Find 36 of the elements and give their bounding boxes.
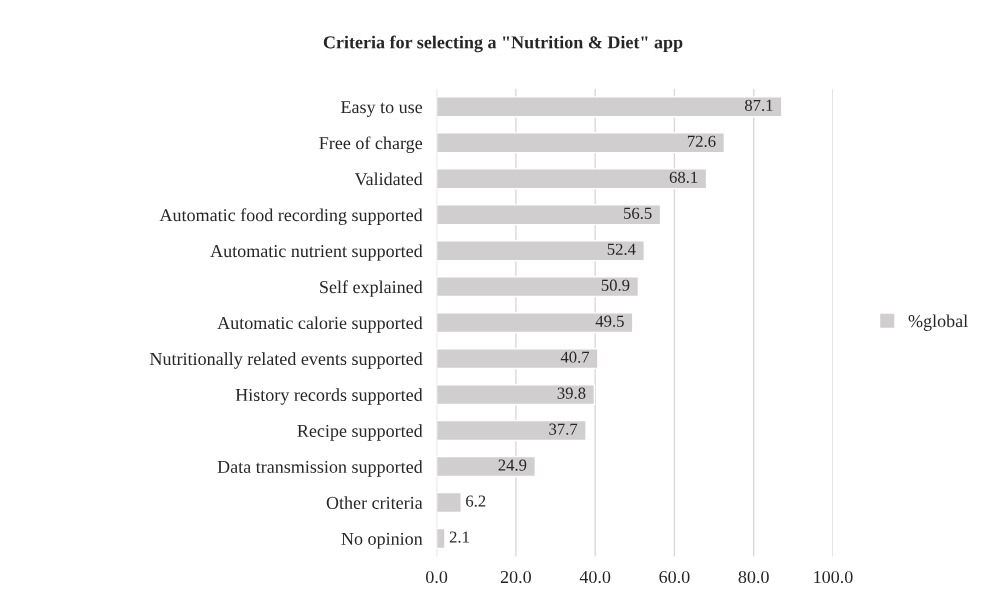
legend-label: %global [908, 314, 968, 331]
y-tick-label: Data transmission supported [217, 460, 423, 477]
y-tick-label: Easy to use [340, 101, 423, 117]
data-label: 87.1 [744, 99, 773, 112]
bar [436, 491, 462, 514]
y-tick-label: Automatic nutrient supported [210, 244, 423, 261]
x-tick-label: 100.0 [814, 570, 853, 584]
data-label: 50.9 [601, 279, 630, 291]
y-tick-label: No opinion [341, 532, 423, 549]
data-label: 52.4 [607, 243, 636, 255]
data-label: 39.8 [557, 387, 586, 399]
y-tick-label: Nutritionally related events supported [149, 352, 423, 369]
x-tick-label: 40.0 [579, 570, 611, 584]
data-label: 40.7 [560, 351, 590, 363]
x-tick-label: 20.0 [500, 570, 531, 584]
data-label: 37.7 [549, 423, 578, 435]
data-label: 56.5 [624, 207, 652, 219]
x-tick-label: 0.0 [426, 570, 448, 584]
data-label: 72.6 [687, 135, 716, 148]
y-tick-label: Free of charge [319, 136, 423, 154]
data-label: 68.1 [669, 171, 698, 183]
y-tick-label: Recipe supported [297, 424, 423, 441]
x-tick-label: 80.0 [738, 570, 769, 584]
y-tick-label: History records supported [235, 388, 423, 405]
x-tick-label: 60.0 [659, 570, 690, 584]
y-tick-label: Validated [354, 172, 423, 186]
data-label: 6.2 [466, 495, 486, 507]
data-label: 49.5 [595, 315, 624, 327]
y-tick-label: Other criteria [326, 496, 423, 509]
y-tick-label: Automatic food recording supported [159, 208, 423, 225]
data-label: 2.1 [449, 531, 469, 543]
data-label: 24.9 [498, 459, 527, 471]
y-tick-label: Automatic calorie supported [217, 316, 423, 333]
chart-title: Criteria for selecting a "Nutrition & Diet" app [323, 35, 683, 53]
bar [436, 527, 446, 550]
y-tick-label: Self explained [320, 280, 423, 297]
